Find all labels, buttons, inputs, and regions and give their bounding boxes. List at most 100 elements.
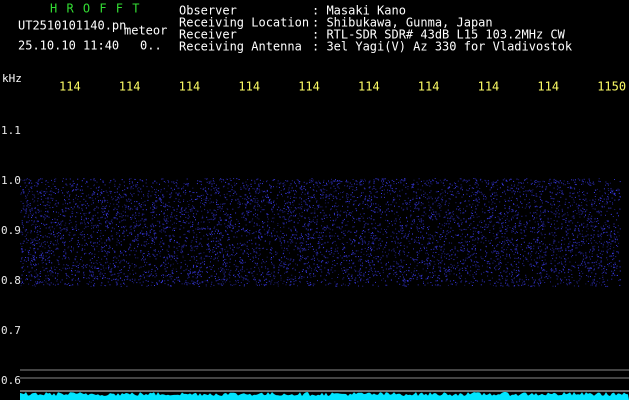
noise-dot — [123, 266, 125, 268]
noise-dot — [300, 237, 302, 239]
noise-dot — [563, 184, 565, 186]
noise-dot — [299, 188, 301, 190]
noise-dot — [148, 243, 150, 244]
noise-dot — [497, 221, 499, 223]
noise-dot — [563, 265, 565, 267]
noise-dot — [62, 220, 64, 222]
noise-dot — [176, 215, 178, 216]
noise-dot — [432, 268, 434, 270]
noise-dot — [209, 266, 211, 268]
noise-dot — [97, 196, 99, 198]
noise-dot — [321, 218, 323, 220]
noise-dot — [305, 234, 306, 235]
noise-dot — [144, 223, 146, 225]
noise-dot — [111, 191, 112, 192]
noise-dot — [63, 264, 65, 266]
noise-dot — [619, 266, 621, 268]
noise-dot — [270, 201, 272, 203]
noise-dot — [255, 237, 257, 239]
noise-dot — [348, 277, 349, 279]
noise-dot — [31, 220, 33, 222]
noise-dot — [536, 273, 538, 275]
noise-dot — [571, 216, 573, 218]
noise-dot — [540, 225, 542, 226]
noise-dot — [34, 259, 36, 261]
noise-dot — [550, 218, 552, 220]
noise-dot — [500, 212, 501, 214]
noise-dot — [509, 179, 510, 181]
noise-dot — [358, 285, 359, 287]
noise-dot — [377, 230, 379, 232]
noise-dot — [485, 223, 487, 225]
noise-dot — [196, 282, 198, 284]
noise-dot — [210, 249, 211, 251]
noise-dot — [285, 264, 287, 265]
noise-dot — [398, 230, 399, 232]
noise-dot — [289, 252, 290, 254]
noise-dot — [21, 280, 23, 282]
noise-dot — [235, 212, 237, 214]
noise-dot — [607, 196, 609, 198]
noise-dot — [423, 215, 425, 217]
noise-dot — [363, 253, 365, 255]
noise-dot — [370, 269, 372, 271]
noise-dot — [105, 285, 107, 287]
noise-dot — [433, 275, 434, 277]
noise-dot — [373, 187, 375, 189]
noise-dot — [567, 232, 569, 234]
noise-dot — [362, 242, 364, 244]
noise-dot — [573, 285, 575, 287]
noise-dot — [271, 272, 273, 274]
noise-dot — [151, 281, 153, 283]
noise-dot — [309, 205, 310, 207]
noise-dot — [473, 227, 475, 229]
noise-dot — [531, 190, 533, 192]
noise-dot — [491, 183, 493, 185]
noise-dot — [619, 196, 621, 198]
noise-dot — [247, 179, 249, 181]
noise-dot — [176, 185, 178, 187]
noise-dot — [146, 231, 147, 233]
noise-dot — [229, 190, 231, 192]
noise-dot — [496, 280, 497, 282]
noise-dot — [282, 237, 284, 239]
noise-dot — [68, 257, 70, 259]
noise-dot — [418, 237, 419, 239]
noise-dot — [168, 181, 170, 183]
noise-dot — [413, 183, 415, 185]
noise-dot — [562, 193, 564, 195]
noise-dot — [42, 236, 44, 238]
noise-dot — [72, 180, 74, 182]
noise-dot — [366, 279, 368, 281]
noise-dot — [171, 192, 173, 194]
noise-dot — [25, 212, 27, 214]
noise-dot — [184, 193, 186, 195]
noise-dot — [536, 195, 538, 197]
noise-dot — [460, 188, 462, 190]
noise-dot — [502, 245, 504, 247]
noise-dot — [61, 235, 63, 237]
noise-dot — [173, 241, 175, 243]
noise-dot — [600, 236, 602, 238]
noise-dot — [417, 262, 419, 264]
noise-dot — [190, 210, 192, 212]
noise-dot — [374, 264, 375, 266]
noise-dot — [305, 249, 307, 251]
noise-dot — [420, 202, 422, 204]
noise-dot — [317, 266, 319, 268]
noise-dot — [423, 180, 425, 182]
noise-dot — [295, 280, 297, 282]
noise-dot — [482, 211, 484, 213]
noise-dot — [253, 232, 255, 234]
noise-dot — [253, 214, 255, 216]
noise-dot — [502, 222, 504, 224]
noise-dot — [519, 196, 521, 198]
noise-dot — [217, 283, 219, 285]
noise-dot — [475, 264, 477, 266]
noise-dot — [147, 284, 149, 286]
noise-dot — [464, 284, 466, 286]
noise-dot — [197, 272, 199, 274]
noise-dot — [490, 187, 492, 189]
noise-dot — [29, 212, 31, 214]
noise-dot — [614, 274, 616, 276]
